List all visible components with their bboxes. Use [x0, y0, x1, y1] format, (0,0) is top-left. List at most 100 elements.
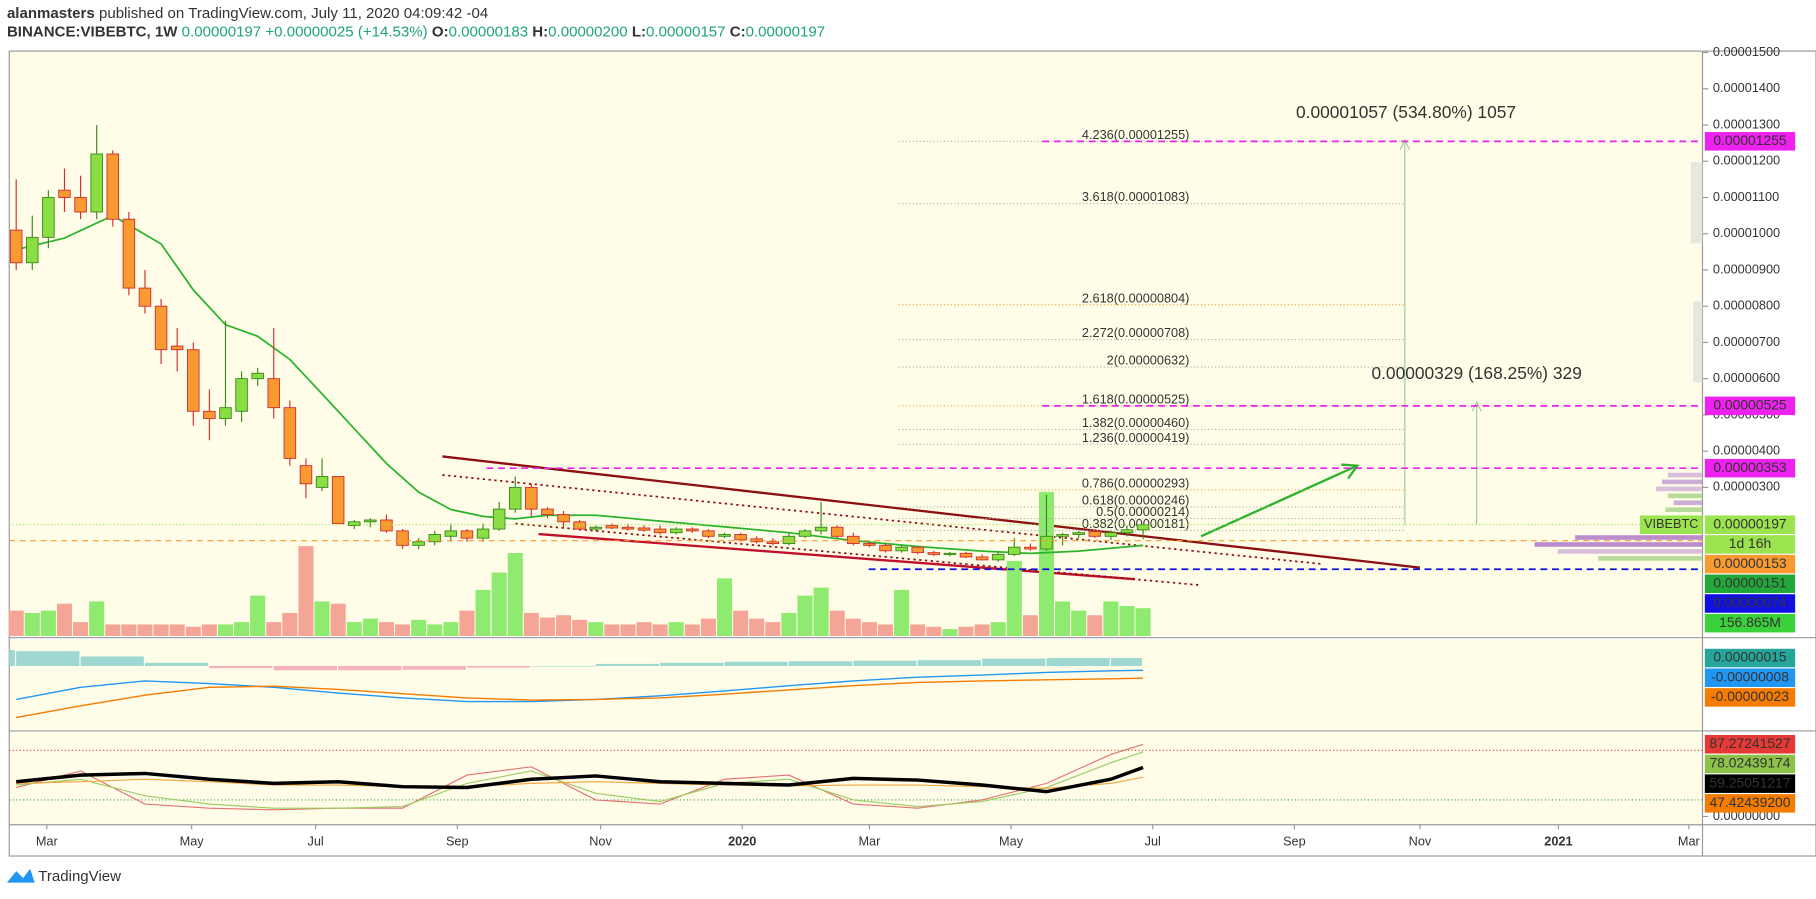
indicator-line — [16, 743, 1144, 811]
volume-profile — [1534, 162, 1703, 561]
volume-bar — [201, 624, 217, 636]
volume-bar — [1055, 601, 1071, 636]
fib-label: 2.618(0.00000804) — [1082, 290, 1190, 305]
price-label-bg — [1704, 688, 1796, 707]
fib-label: 3.618(0.00001083) — [1082, 189, 1190, 204]
volume-bar — [459, 610, 475, 636]
volume-bar — [217, 624, 234, 636]
candle-body — [219, 407, 232, 420]
volume-bar — [330, 603, 346, 636]
candle-body — [492, 508, 506, 530]
symbol-label: VIBEBTC — [1644, 516, 1698, 531]
candle-body — [621, 526, 635, 530]
projection-arrow — [1200, 464, 1358, 538]
price-label: 87.27241527 — [1709, 735, 1790, 751]
high-key: H: — [532, 24, 548, 41]
price-pane — [9, 51, 1703, 636]
price-label-bg — [1704, 396, 1796, 416]
indicator-line — [16, 677, 1144, 719]
candle-body — [331, 476, 345, 525]
volume-bar — [636, 622, 652, 636]
price-label-bg — [1704, 754, 1796, 774]
low-key: L: — [632, 24, 646, 41]
candle-body — [251, 372, 264, 380]
volume-bar — [40, 610, 56, 636]
y-tick-label: 0.00001500 — [1713, 44, 1780, 59]
author: alanmasters — [7, 5, 95, 22]
logo: TradingView — [6, 868, 121, 885]
macd-histogram — [9, 650, 16, 667]
volume-bar — [475, 589, 491, 636]
price-label-bg — [1704, 515, 1796, 534]
candle-body — [734, 534, 747, 541]
candle-body — [653, 528, 667, 534]
candle-body — [573, 521, 586, 530]
price-label-bg — [1704, 458, 1796, 478]
volume-bar — [700, 618, 716, 636]
volume-bar — [1103, 601, 1119, 636]
fib-label: 1.382(0.00000460) — [1082, 415, 1190, 430]
y-tick-label: 0.00001100 — [1713, 189, 1779, 204]
candle-body — [1056, 534, 1069, 537]
candle-body — [686, 528, 699, 532]
volume-bar — [1006, 560, 1022, 636]
fib-label: 0.5(0.00000214) — [1096, 504, 1189, 519]
candle-body — [170, 345, 184, 351]
volume-bar — [1071, 610, 1087, 636]
fib-label: 2.272(0.00000708) — [1082, 325, 1190, 340]
macd-histogram — [982, 658, 1046, 667]
candle-body — [782, 535, 796, 545]
candle-body — [267, 378, 281, 409]
candle-body — [991, 553, 1005, 561]
candle-body — [508, 486, 522, 510]
candle-body — [1008, 546, 1021, 555]
candle-body — [943, 552, 957, 555]
candle-body — [814, 526, 828, 532]
volume-bar — [314, 601, 330, 636]
candle-body — [58, 189, 71, 198]
candle-body — [90, 153, 103, 213]
y-tick-label: 0.00001000 — [1713, 225, 1780, 240]
macd-histogram — [853, 660, 917, 667]
volume-bar — [733, 610, 749, 636]
price-label: 0.00000153 — [1713, 555, 1787, 571]
price-label-bg — [1704, 574, 1796, 594]
measure-arrow-head — [1471, 400, 1482, 412]
candle-body — [895, 546, 908, 552]
volume-bar — [1087, 615, 1103, 636]
x-tick-label: Nov — [589, 833, 612, 848]
volume-bar — [942, 629, 958, 636]
macd-histogram — [531, 666, 595, 667]
price-label-bg — [1704, 535, 1796, 554]
fib-label: 0.786(0.00000293) — [1082, 475, 1190, 490]
price-label: 0.00000197 — [1713, 515, 1787, 531]
price-label: 1d 16h — [1729, 535, 1771, 551]
candle-body — [557, 514, 570, 523]
candle-body — [9, 229, 23, 264]
x-tick-label: Mar — [36, 833, 59, 848]
candle-body — [766, 541, 780, 545]
candle-body — [444, 530, 458, 537]
volume-bar — [829, 610, 845, 636]
price-label-bg — [1704, 554, 1796, 574]
volume-bar — [958, 626, 974, 636]
candle-body — [460, 530, 474, 539]
price-label-bg — [1704, 132, 1796, 151]
candle-body — [122, 218, 136, 289]
trend-line — [538, 532, 1136, 581]
volume-bar — [346, 622, 362, 636]
open-key: O: — [432, 24, 449, 41]
volume-bar — [894, 589, 910, 636]
x-tick-label: Mar — [1678, 833, 1701, 848]
price-label: 0.00000015 — [1713, 649, 1787, 665]
volume-bar — [73, 622, 89, 636]
close-key: C: — [730, 24, 746, 41]
y-tick-label: 0.00001300 — [1713, 116, 1780, 131]
published: published on TradingView.com, July 11, 2… — [99, 5, 488, 22]
volume-bar — [411, 619, 427, 636]
candle-body — [106, 153, 120, 220]
trend-lines — [442, 138, 1482, 586]
low: 0.00000157 — [646, 24, 726, 41]
candle-body — [798, 530, 812, 537]
